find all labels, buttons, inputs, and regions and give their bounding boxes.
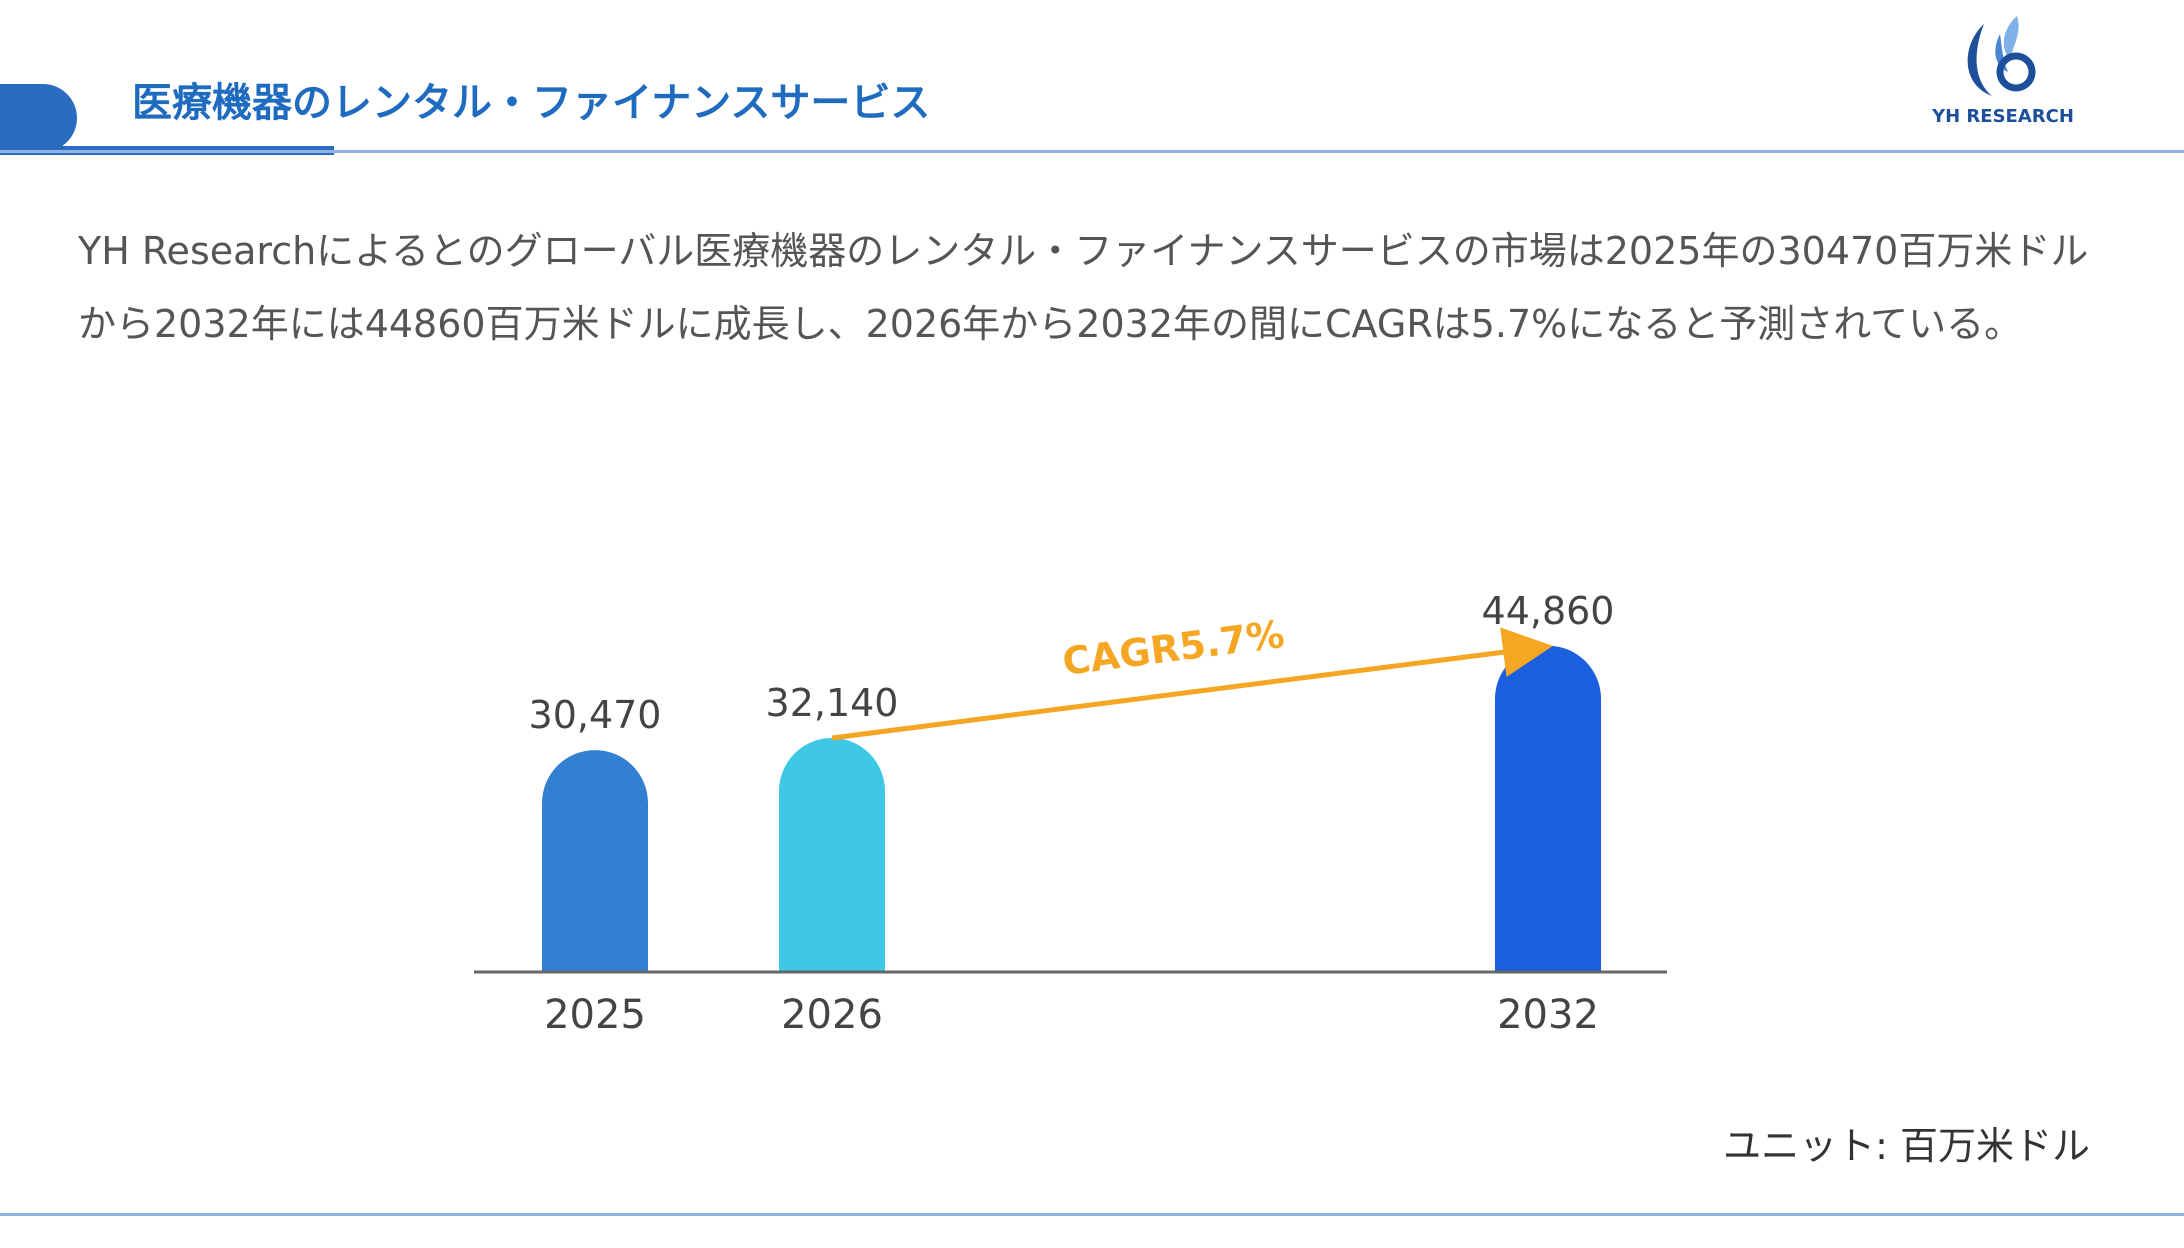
- cagr-arrow: [831, 627, 1553, 741]
- footer-divider: [0, 1213, 2184, 1216]
- logo-text: YH RESEARCH: [1932, 106, 2074, 127]
- yh-research-logo: YH RESEARCH: [1922, 14, 2084, 134]
- category-label: 2032: [1497, 992, 1599, 1038]
- cagr-label: CAGR5.7%: [1060, 612, 1287, 684]
- value-label: 44,860: [1482, 589, 1615, 633]
- bar-2025: [542, 750, 648, 971]
- bar-2026: [779, 737, 885, 971]
- header-tab-decoration: [0, 84, 77, 152]
- value-label: 30,470: [529, 693, 662, 737]
- header-divider: [0, 150, 2184, 153]
- category-label: 2025: [544, 992, 646, 1038]
- bar-2032: [1495, 645, 1601, 971]
- category-label: 2026: [781, 992, 883, 1038]
- description-text: YH Researchによるとのグローバル医療機器のレンタル・ファイナンスサービ…: [78, 229, 2089, 346]
- value-label: 32,140: [766, 681, 899, 725]
- page-title: 医療機器のレンタル・ファイナンスサービス: [132, 80, 931, 126]
- logo-icon: [1967, 16, 2036, 96]
- unit-label: ユニット: 百万米ドル: [1723, 1124, 2090, 1168]
